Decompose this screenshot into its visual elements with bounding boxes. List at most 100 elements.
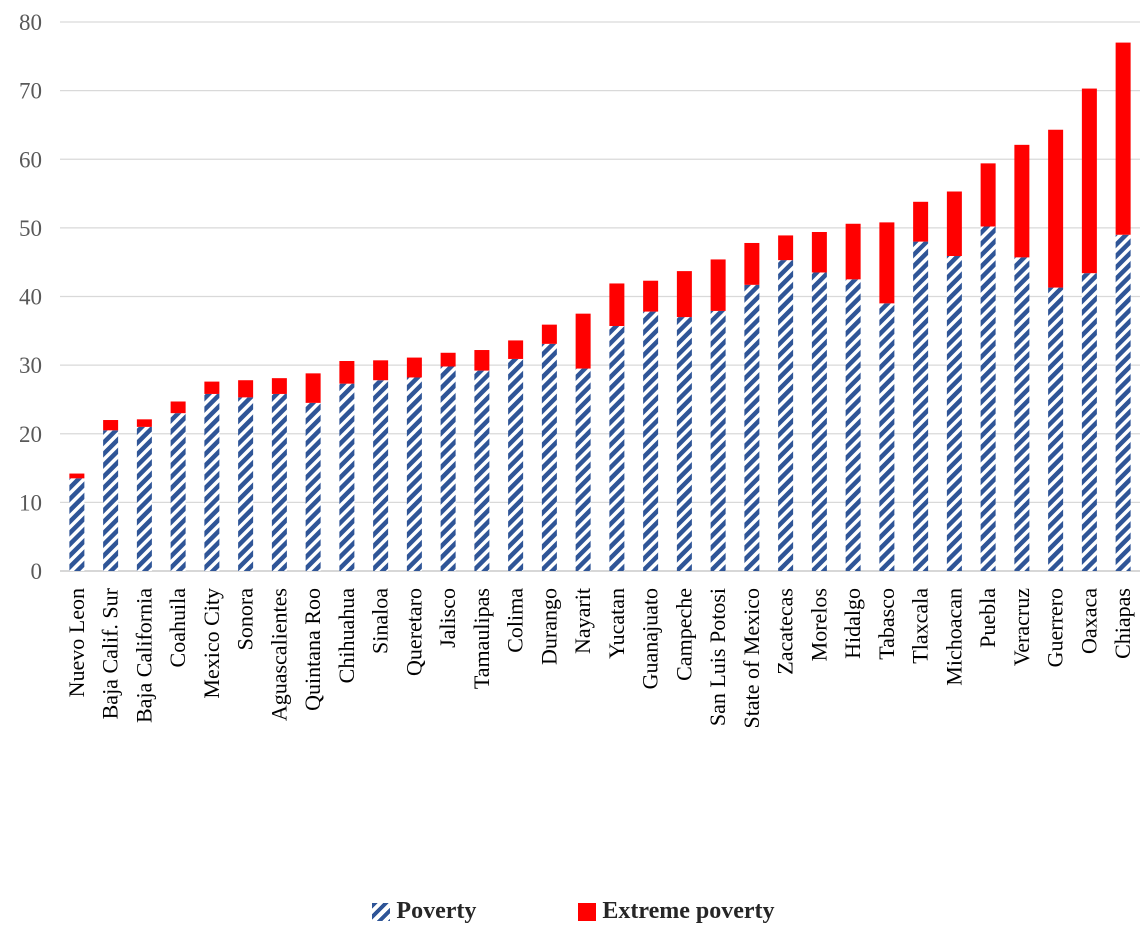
x-tick-label: Aguascalientes [266,588,291,721]
bar-extreme-poverty [946,191,962,257]
bar-extreme-poverty [609,283,625,327]
y-tick-label: 30 [19,353,42,378]
legend-swatch-extreme-poverty [578,902,597,921]
x-tick-label: Mexico City [199,588,224,699]
bar-extreme-poverty [676,271,692,318]
bar-extreme-poverty [305,373,321,403]
y-axis-ticks: 0 10 20 30 40 50 60 70 80 [19,10,42,584]
x-tick-label: Tlaxcala [908,588,933,664]
x-tick-label: Morelos [806,588,831,661]
x-tick-label: Coahuila [165,588,190,668]
y-tick-label: 0 [31,559,43,584]
bar-extreme-poverty [980,163,996,227]
x-tick-label: Colima [503,588,528,653]
bar-poverty [204,393,220,571]
x-tick-label: Baja California [131,588,156,723]
bar-poverty [541,343,557,571]
bar-poverty [1081,273,1097,571]
bar-poverty [609,326,625,571]
bar-extreme-poverty [913,201,929,242]
x-tick-label: Zacatecas [773,588,798,675]
x-tick-label: Tabasco [874,588,899,660]
bar-extreme-poverty [710,259,726,311]
x-tick-label: Chiapas [1110,588,1135,659]
bar-extreme-poverty [406,357,422,378]
x-axis-labels: Nuevo Leon Baja Calif. Sur Baja California… [64,587,1135,728]
bar-poverty [913,241,929,571]
y-tick-label: 20 [19,422,42,447]
y-tick-label: 40 [19,285,42,310]
x-tick-label: State of Mexico [739,588,764,729]
x-tick-label: Quintana Roo [300,588,325,711]
x-tick-label: San Luis Potosi [705,588,730,726]
bar-poverty [305,402,321,571]
legend-label-extreme-poverty: Extreme poverty [602,898,775,924]
x-tick-label: Guanajuato [638,588,663,689]
bar-poverty [845,279,861,571]
x-tick-label: Michoacan [941,588,966,686]
bar-poverty [339,383,355,571]
bar-poverty [575,368,591,571]
bar-extreme-poverty [575,313,591,369]
stacked-bar-chart: 0 10 20 30 40 50 60 70 80 Nuevo Leon Baja Calif. … [19,10,1140,729]
bar-extreme-poverty [1115,42,1131,235]
bar-extreme-poverty [643,280,659,312]
bar-poverty [744,284,760,571]
x-tick-label: Durango [536,588,561,665]
bar-extreme-poverty [373,360,389,381]
x-tick-label: Jalisco [435,588,460,648]
bar-poverty [1014,257,1030,571]
x-tick-label: Queretaro [401,588,426,676]
y-tick-label: 80 [19,10,42,35]
x-tick-label: Campeche [671,588,696,681]
x-tick-label: Tamaulipas [469,588,494,689]
bar-poverty [710,310,726,571]
x-tick-label: Sonora [233,588,258,651]
x-tick-label: Puebla [975,588,1000,648]
x-tick-label: Yucatan [604,588,629,659]
x-tick-label: Veracruz [1009,588,1034,666]
bar-poverty [946,256,962,571]
x-tick-label: Oaxaca [1076,588,1101,654]
bar-poverty [406,377,422,571]
legend-label-poverty: Poverty [396,898,477,924]
bar-poverty [136,426,152,571]
bar-extreme-poverty [778,235,794,261]
bar-poverty [1048,287,1064,571]
bar-poverty [1115,234,1131,572]
bar-poverty [643,311,659,571]
bar-extreme-poverty [170,401,186,414]
bar-extreme-poverty [811,231,827,273]
y-tick-label: 10 [19,490,42,515]
x-tick-label: Baja Calif. Sur [98,587,123,719]
bars [69,42,1131,572]
bar-extreme-poverty [508,340,524,359]
legend: Poverty Extreme poverty [0,898,1147,928]
bar-extreme-poverty [238,380,254,398]
bar-extreme-poverty [271,378,287,394]
y-tick-label: 50 [19,216,42,241]
bar-extreme-poverty [541,324,557,344]
x-tick-label: Chihuahua [334,588,359,684]
x-tick-label: Nayarit [570,588,595,654]
bar-extreme-poverty [136,419,152,427]
bar-extreme-poverty [204,381,220,394]
bar-extreme-poverty [474,350,490,371]
gridlines [60,21,1140,572]
bar-poverty [271,393,287,571]
x-tick-label: Hidalgo [840,588,865,659]
bar-poverty [474,370,490,571]
bar-poverty [778,260,794,571]
bar-extreme-poverty [440,352,456,367]
legend-item-poverty: Poverty [372,898,476,925]
bar-extreme-poverty [845,223,861,280]
bar-poverty [508,358,524,571]
legend-swatch-poverty [372,902,391,921]
x-tick-label: Guerrero [1043,588,1068,667]
bar-poverty [238,397,254,571]
bar-poverty [980,226,996,571]
bar-extreme-poverty [1081,88,1097,274]
bar-poverty [69,478,85,571]
bar-poverty [879,303,895,571]
bar-poverty [373,380,389,571]
